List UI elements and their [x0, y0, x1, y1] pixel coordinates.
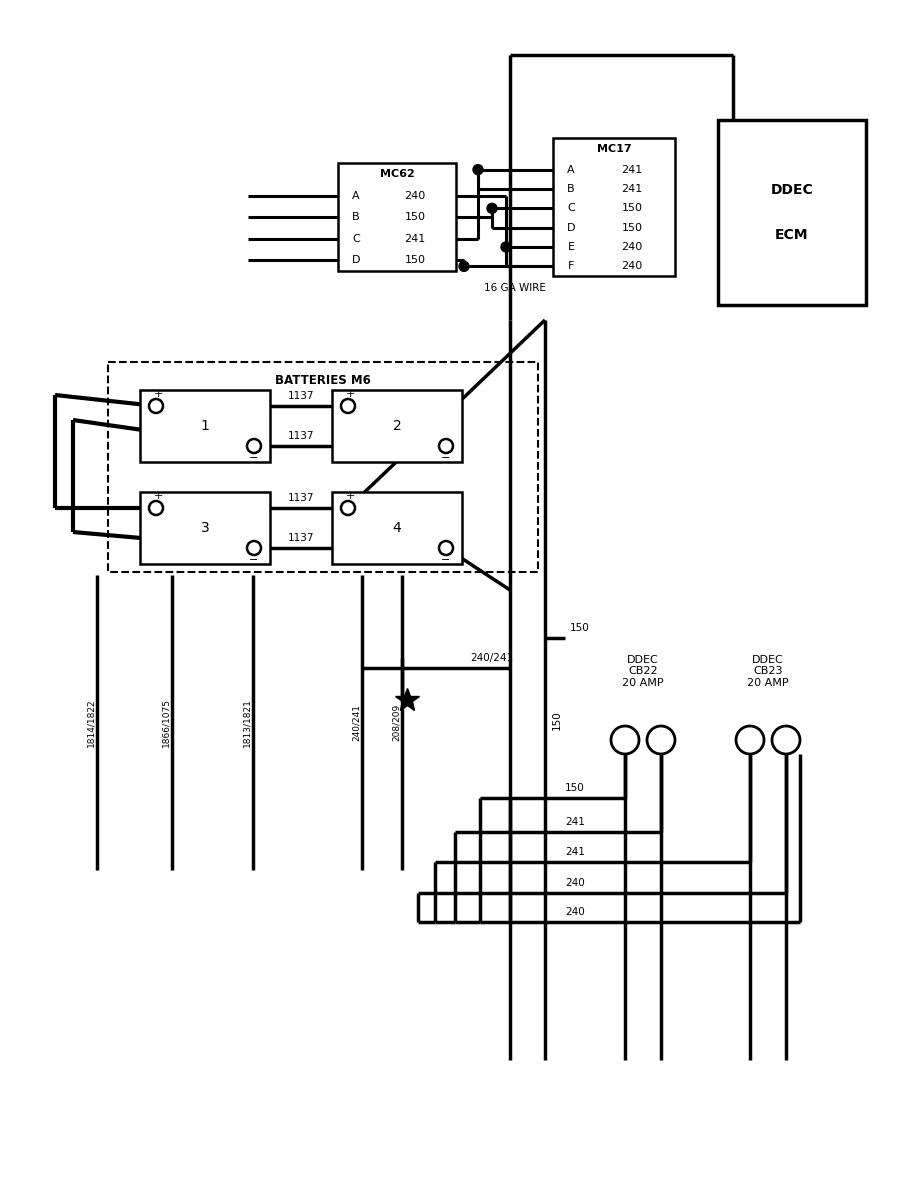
Text: E: E — [567, 242, 575, 252]
Text: +: + — [345, 388, 354, 399]
Text: 240: 240 — [404, 191, 426, 201]
Text: C: C — [567, 203, 575, 214]
Text: 240: 240 — [621, 261, 643, 271]
Bar — [332, 492, 462, 564]
Text: BATTERIES M6: BATTERIES M6 — [275, 373, 371, 386]
Text: 240/241: 240/241 — [352, 704, 361, 741]
Text: −: − — [442, 453, 451, 463]
Text: B: B — [353, 213, 360, 222]
Circle shape — [459, 261, 469, 271]
Text: 241: 241 — [404, 234, 426, 244]
Bar — [553, 138, 675, 276]
Text: −: − — [250, 453, 259, 463]
Text: F: F — [568, 261, 574, 271]
Text: MC17: MC17 — [597, 144, 632, 154]
Text: 150: 150 — [405, 213, 426, 222]
Text: D: D — [566, 222, 576, 233]
Text: 150: 150 — [565, 783, 585, 794]
Text: 4: 4 — [393, 522, 401, 535]
Text: 150: 150 — [621, 222, 643, 233]
Text: B: B — [567, 184, 575, 194]
Text: 240: 240 — [565, 906, 585, 917]
Circle shape — [501, 242, 511, 252]
Text: 1814/1822: 1814/1822 — [86, 699, 95, 747]
Text: 150: 150 — [570, 623, 589, 633]
Text: 3: 3 — [201, 522, 209, 535]
Text: 240/241: 240/241 — [470, 653, 513, 663]
Text: DDEC: DDEC — [770, 183, 813, 197]
Text: 150: 150 — [621, 203, 643, 214]
Text: 1: 1 — [200, 419, 209, 432]
Text: 241: 241 — [565, 847, 585, 857]
Text: 240: 240 — [621, 242, 643, 252]
Text: 150: 150 — [552, 710, 562, 729]
Text: 1137: 1137 — [287, 493, 314, 503]
Text: 2: 2 — [393, 419, 401, 432]
Text: 1137: 1137 — [287, 431, 314, 441]
Bar — [108, 362, 538, 571]
Text: 1137: 1137 — [287, 391, 314, 402]
Text: MC62: MC62 — [380, 169, 414, 179]
Text: +: + — [153, 388, 162, 399]
Text: 1813/1821: 1813/1821 — [242, 699, 252, 747]
Text: +: + — [153, 491, 162, 501]
Circle shape — [487, 203, 497, 214]
Text: 240: 240 — [565, 878, 585, 887]
Text: D: D — [352, 255, 360, 265]
Bar — [338, 163, 456, 271]
Text: DDEC
CB23
20 AMP: DDEC CB23 20 AMP — [747, 655, 789, 688]
Text: −: − — [442, 555, 451, 565]
Bar — [140, 492, 270, 564]
Text: 208/209: 208/209 — [391, 703, 400, 741]
Text: 16 GA WIRE: 16 GA WIRE — [484, 283, 545, 293]
Text: 241: 241 — [565, 817, 585, 827]
Text: C: C — [353, 234, 360, 244]
Bar — [140, 390, 270, 462]
Bar — [332, 390, 462, 462]
Text: +: + — [345, 491, 354, 501]
Text: 150: 150 — [405, 255, 426, 265]
Circle shape — [473, 165, 483, 175]
Text: 1866/1075: 1866/1075 — [162, 699, 171, 747]
Text: 241: 241 — [621, 165, 643, 175]
Text: A: A — [353, 191, 360, 201]
Text: ECM: ECM — [775, 228, 809, 241]
Text: 1137: 1137 — [287, 533, 314, 543]
Bar — [718, 120, 866, 305]
Text: 241: 241 — [621, 184, 643, 194]
Text: A: A — [567, 165, 575, 175]
Text: DDEC
CB22
20 AMP: DDEC CB22 20 AMP — [622, 655, 664, 688]
Text: −: − — [250, 555, 259, 565]
